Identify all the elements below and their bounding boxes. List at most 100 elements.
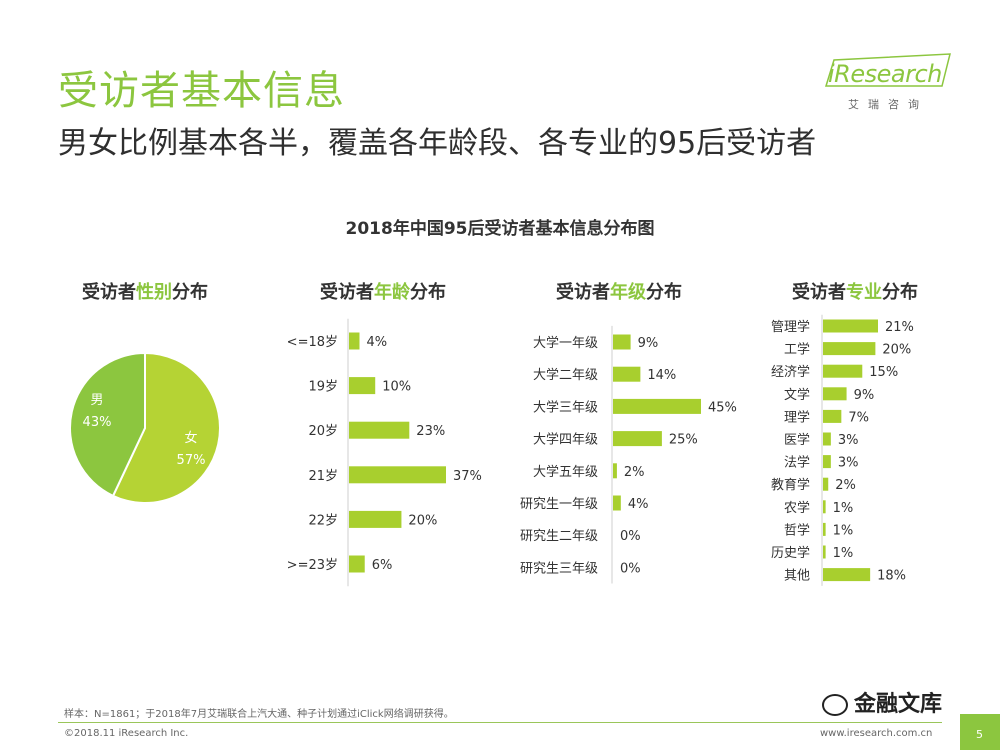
pie-label: 女 — [184, 430, 197, 446]
tick-label: 大学一年级 — [533, 335, 598, 351]
bar — [349, 555, 365, 573]
tick-label: 大学五年级 — [533, 464, 598, 480]
panel-title-highlight: 性别 — [136, 282, 172, 303]
bar — [823, 364, 863, 378]
tick-label: 历史学 — [771, 545, 810, 561]
bar — [613, 366, 641, 382]
watermark: 金融文库 — [822, 686, 942, 718]
bar — [823, 568, 871, 582]
data-label: 3% — [838, 456, 859, 471]
data-label: 0% — [620, 529, 641, 544]
tick-label: 19岁 — [308, 380, 338, 395]
pie-value-label: 43% — [83, 415, 112, 430]
data-label: 7% — [848, 410, 869, 425]
bar — [823, 522, 826, 536]
data-label: 20% — [408, 513, 437, 528]
data-label: 15% — [869, 365, 898, 380]
bar — [349, 466, 446, 484]
panel-title-prefix: 受访者 — [82, 282, 136, 303]
bar — [613, 495, 621, 511]
data-label: 9% — [638, 336, 659, 351]
panel-title-major: 受访者专业分布 — [770, 278, 940, 304]
footnote: 样本：N=1861；于2018年7月艾瑞联合上汽大通、种子计划通过iClick网… — [64, 709, 454, 720]
tick-label: <=18岁 — [287, 335, 338, 350]
website-link[interactable]: www.iresearch.com.cn — [820, 728, 933, 739]
watermark-text: 金融文库 — [854, 692, 943, 717]
data-label: 37% — [453, 469, 482, 484]
panel-title-age: 受访者年龄分布 — [298, 278, 468, 304]
copyright: ©2018.11 iResearch Inc. — [64, 728, 189, 739]
bar — [823, 477, 829, 491]
tick-label: 研究生二年级 — [520, 529, 598, 544]
tick-label: 大学三年级 — [533, 399, 598, 415]
data-label: 1% — [833, 546, 854, 561]
panel-title-highlight: 专业 — [846, 282, 882, 303]
tick-label: 21岁 — [308, 469, 338, 484]
bar — [613, 431, 662, 447]
bar — [613, 334, 631, 350]
data-label: 1% — [833, 501, 854, 516]
panel-title-highlight: 年龄 — [374, 282, 410, 303]
panel-title-prefix: 受访者 — [556, 282, 610, 303]
bar — [349, 377, 376, 395]
data-label: 14% — [647, 368, 676, 383]
panel-title-grade: 受访者年级分布 — [534, 278, 704, 304]
data-label: 20% — [882, 343, 911, 358]
panel-title-prefix: 受访者 — [320, 282, 374, 303]
data-label: 21% — [885, 320, 914, 335]
data-label: 2% — [624, 465, 645, 480]
tick-label: 管理学 — [771, 319, 810, 335]
tick-label: 大学四年级 — [533, 432, 598, 448]
panel-title-suffix: 分布 — [410, 282, 446, 303]
chart-title: 2018年中国95后受访者基本信息分布图 — [345, 219, 655, 239]
tick-label: 法学 — [784, 455, 810, 471]
tick-label: 22岁 — [308, 513, 338, 528]
bar — [823, 455, 831, 469]
tick-label: 大学二年级 — [533, 367, 598, 383]
data-label: 1% — [833, 523, 854, 538]
data-label: 9% — [854, 388, 875, 403]
tick-label: 其他 — [784, 569, 810, 584]
tick-label: 研究生三年级 — [520, 561, 598, 576]
data-label: 4% — [366, 335, 387, 350]
bar — [349, 510, 402, 528]
data-label: 2% — [835, 478, 856, 493]
bar — [823, 342, 876, 356]
panel-title-suffix: 分布 — [882, 282, 918, 303]
panel-title-gender: 受访者性别分布 — [60, 278, 230, 304]
bar — [613, 463, 617, 479]
bar — [349, 421, 410, 439]
tick-label: 哲学 — [784, 522, 810, 538]
tick-label: 农学 — [784, 500, 810, 516]
data-label: 6% — [372, 558, 393, 573]
tick-label: 研究生一年级 — [520, 497, 598, 512]
data-label: 0% — [620, 561, 641, 576]
pie-label: 男 — [90, 393, 103, 408]
tick-label: 工学 — [784, 342, 810, 358]
pie-slice — [111, 351, 221, 504]
bar — [613, 398, 701, 414]
page-number-text: 5 — [976, 728, 983, 741]
panel-title-suffix: 分布 — [646, 282, 682, 303]
data-label: 23% — [416, 424, 445, 439]
tick-label: 理学 — [784, 409, 810, 425]
logo-brand: iResearch — [828, 60, 942, 88]
iresearch-logo: iResearch 艾瑞咨询 — [822, 52, 952, 118]
data-label: 10% — [382, 380, 411, 395]
panel-title-prefix: 受访者 — [792, 282, 846, 303]
pie-slice — [69, 351, 146, 498]
bar — [823, 432, 831, 446]
bar — [349, 332, 360, 350]
page-title: 受访者基本信息 — [58, 68, 345, 114]
data-label: 4% — [628, 497, 649, 512]
data-label: 25% — [669, 433, 698, 448]
logo-brand-cn: 艾瑞咨询 — [848, 98, 928, 111]
tick-label: >=23岁 — [287, 558, 338, 573]
pie-value-label: 57% — [177, 453, 206, 468]
wechat-icon — [822, 694, 848, 716]
bar — [823, 500, 826, 514]
bar — [823, 409, 842, 423]
page-number: 5 — [960, 714, 1000, 750]
tick-label: 文学 — [784, 387, 810, 403]
